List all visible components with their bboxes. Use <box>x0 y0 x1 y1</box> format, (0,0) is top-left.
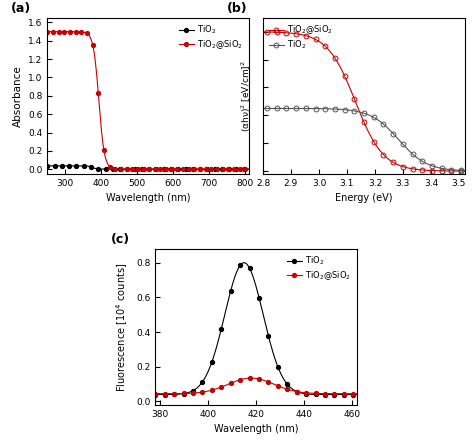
Line: TiO$_2$@SiO$_2$: TiO$_2$@SiO$_2$ <box>46 30 251 171</box>
TiO$_2$@SiO$_2$ <box>255 29 260 35</box>
TiO$_2$ <box>241 260 247 265</box>
TiO$_2$@SiO$_2$ <box>255 29 261 35</box>
TiO$_2$ <box>273 359 279 364</box>
TiO$_2$ <box>45 163 50 169</box>
TiO$_2$ <box>246 166 252 172</box>
TiO$_2$@SiO$_2$ <box>164 166 170 172</box>
TiO$_2$ <box>323 392 328 397</box>
TiO$_2$@SiO$_2$ <box>141 166 147 172</box>
TiO$_2$@SiO$_2$ <box>354 391 360 396</box>
TiO$_2$@SiO$_2$ <box>381 153 387 158</box>
TiO$_2$@SiO$_2$ <box>442 168 448 174</box>
TiO$_2$ <box>140 166 146 172</box>
TiO$_2$@SiO$_2$ <box>273 382 278 388</box>
Y-axis label: (αhν)$^2$ [eV/cm]$^2$: (αhν)$^2$ [eV/cm]$^2$ <box>239 60 253 132</box>
X-axis label: Energy (eV): Energy (eV) <box>335 193 392 203</box>
TiO$_2$ <box>442 166 448 172</box>
TiO$_2$ <box>255 106 261 111</box>
TiO$_2$@SiO$_2$ <box>377 148 383 154</box>
TiO$_2$ <box>210 166 216 172</box>
Text: (a): (a) <box>11 2 31 15</box>
Line: TiO$_2$@SiO$_2$: TiO$_2$@SiO$_2$ <box>153 376 359 396</box>
TiO$_2$ <box>154 166 159 172</box>
TiO$_2$ <box>141 166 147 172</box>
TiO$_2$ <box>429 163 435 169</box>
TiO$_2$ <box>255 106 260 111</box>
Legend: TiO$_2$, TiO$_2$@SiO$_2$: TiO$_2$, TiO$_2$@SiO$_2$ <box>285 253 353 283</box>
Legend: TiO$_2$, TiO$_2$@SiO$_2$: TiO$_2$, TiO$_2$@SiO$_2$ <box>177 22 245 53</box>
TiO$_2$@SiO$_2$ <box>273 382 279 388</box>
TiO$_2$@SiO$_2$ <box>246 166 252 172</box>
TiO$_2$ <box>152 392 158 397</box>
TiO$_2$ <box>276 368 282 373</box>
Line: TiO$_2$@SiO$_2$: TiO$_2$@SiO$_2$ <box>255 29 467 174</box>
TiO$_2$@SiO$_2$ <box>45 29 50 34</box>
Text: (b): (b) <box>227 2 247 15</box>
TiO$_2$@SiO$_2$ <box>241 166 247 172</box>
Y-axis label: Fluorescence [10$^4$ counts]: Fluorescence [10$^4$ counts] <box>115 262 130 392</box>
TiO$_2$@SiO$_2$ <box>276 384 282 389</box>
TiO$_2$ <box>153 392 159 397</box>
TiO$_2$ <box>354 392 360 397</box>
TiO$_2$ <box>169 166 174 172</box>
TiO$_2$@SiO$_2$ <box>429 168 435 173</box>
TiO$_2$@SiO$_2$ <box>210 166 215 172</box>
TiO$_2$ <box>462 168 467 173</box>
TiO$_2$ <box>164 166 170 172</box>
TiO$_2$@SiO$_2$ <box>462 168 467 174</box>
X-axis label: Wavelength (nm): Wavelength (nm) <box>106 193 191 203</box>
TiO$_2$@SiO$_2$ <box>323 391 328 396</box>
Legend: TiO$_2$@SiO$_2$, TiO$_2$: TiO$_2$@SiO$_2$, TiO$_2$ <box>267 22 335 53</box>
Line: TiO$_2$: TiO$_2$ <box>153 261 359 396</box>
TiO$_2$ <box>336 392 341 397</box>
TiO$_2$ <box>381 122 387 127</box>
TiO$_2$@SiO$_2$ <box>378 149 383 154</box>
Line: TiO$_2$: TiO$_2$ <box>255 106 467 173</box>
TiO$_2$ <box>378 119 383 125</box>
TiO$_2$@SiO$_2$ <box>336 391 341 396</box>
TiO$_2$ <box>242 166 247 172</box>
Text: (c): (c) <box>111 233 130 246</box>
Line: TiO$_2$: TiO$_2$ <box>46 164 251 171</box>
TiO$_2$@SiO$_2$ <box>152 391 158 396</box>
X-axis label: Wavelength (nm): Wavelength (nm) <box>214 425 298 434</box>
TiO$_2$@SiO$_2$ <box>153 391 159 396</box>
TiO$_2$@SiO$_2$ <box>140 166 146 172</box>
TiO$_2$ <box>273 357 278 362</box>
TiO$_2$ <box>377 119 383 124</box>
TiO$_2$@SiO$_2$ <box>154 166 159 172</box>
TiO$_2$@SiO$_2$ <box>248 376 254 381</box>
Y-axis label: Absorbance: Absorbance <box>13 65 23 127</box>
